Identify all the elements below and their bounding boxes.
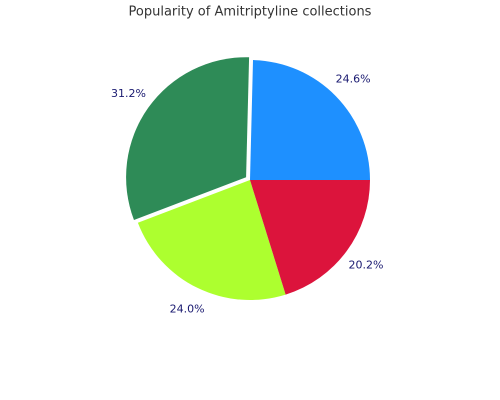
pie-slice [250,60,370,180]
pie-slice [137,180,286,300]
value-label: 24.6% [336,72,371,85]
value-label: 24.0% [170,303,205,316]
value-label: 31.2% [111,87,146,100]
value-label: 20.2% [348,258,383,271]
chart-title: Popularity of Amitriptyline collections [129,5,372,20]
pie-slice [126,57,250,220]
pie-slice [250,180,370,295]
